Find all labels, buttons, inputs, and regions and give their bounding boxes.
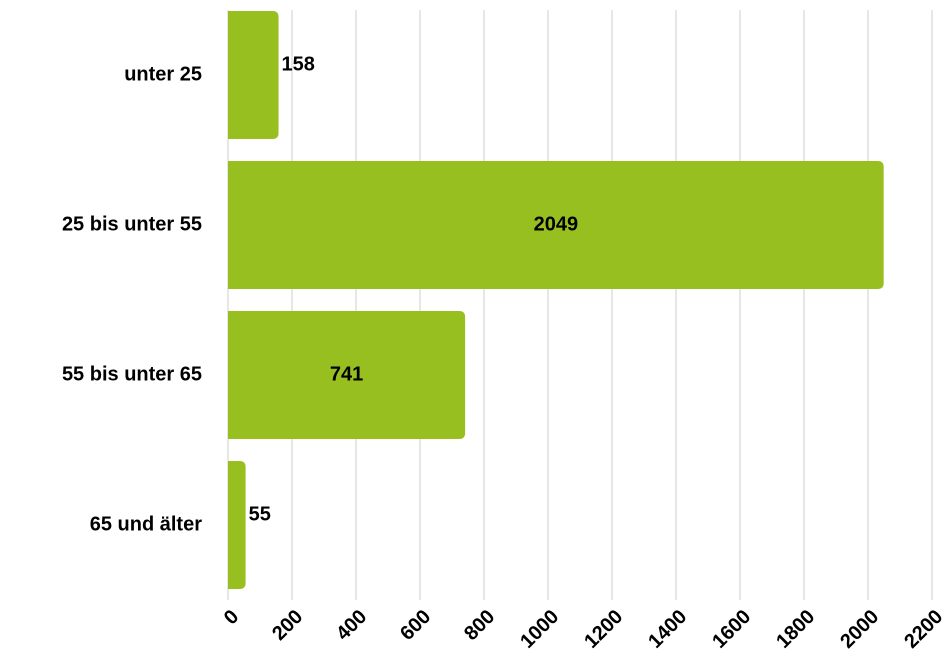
bar bbox=[228, 311, 466, 439]
x-tick-label: 1400 bbox=[644, 606, 691, 653]
bar bbox=[228, 161, 884, 289]
x-tick-label: 2000 bbox=[836, 606, 883, 653]
x-tick-label: 1200 bbox=[580, 606, 627, 653]
bar bbox=[228, 11, 279, 139]
value-label: 55 bbox=[249, 503, 271, 525]
x-tick-label: 0 bbox=[220, 606, 243, 629]
value-label: 741 bbox=[330, 363, 363, 385]
x-tick-label: 1800 bbox=[772, 606, 819, 653]
value-label: 2049 bbox=[534, 213, 579, 235]
x-tick-label: 200 bbox=[268, 606, 307, 645]
x-tick-label: 400 bbox=[332, 606, 371, 645]
y-tick-label: 55 bis unter 65 bbox=[62, 363, 202, 385]
bar bbox=[228, 461, 246, 589]
y-tick-label: unter 25 bbox=[124, 63, 202, 85]
x-tick-label: 1000 bbox=[516, 606, 563, 653]
y-tick-label: 65 und älter bbox=[90, 513, 202, 535]
value-label: 158 bbox=[282, 53, 315, 75]
x-tick-label: 1600 bbox=[708, 606, 755, 653]
x-tick-label: 800 bbox=[460, 606, 499, 645]
y-tick-label: 25 bis unter 55 bbox=[62, 213, 202, 235]
x-tick-label: 2200 bbox=[900, 606, 942, 653]
x-tick-label: 600 bbox=[396, 606, 435, 645]
